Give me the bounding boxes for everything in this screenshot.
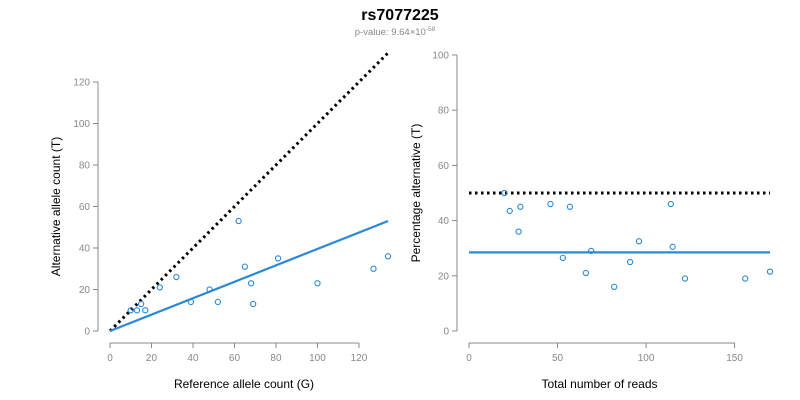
data-point (142, 307, 149, 314)
x-tick-label: 0 (466, 353, 472, 364)
y-tick-label: 60 (79, 202, 91, 213)
y-axis-label: Percentage alternative (T) (409, 124, 423, 263)
y-tick-label: 100 (432, 51, 449, 62)
x-axis-label: Total number of reads (541, 377, 657, 391)
data-point (669, 243, 676, 250)
data-point (133, 307, 141, 314)
y-tick-label: 20 (438, 271, 450, 282)
fit-line (109, 220, 389, 333)
y-tick-label: 80 (438, 106, 450, 117)
data-point (274, 255, 282, 262)
y-axis-label: Alternative allele count (T) (49, 137, 63, 276)
x-tick-label: 80 (270, 353, 282, 364)
x-tick-label: 100 (309, 353, 326, 364)
data-point (515, 228, 522, 235)
data-point (667, 200, 674, 208)
x-tick-label: 120 (351, 353, 368, 364)
p-value-exponent: -58 (426, 26, 436, 33)
chart-title: rs7077225 (361, 7, 439, 24)
data-point (235, 217, 242, 225)
data-point (582, 269, 590, 277)
x-tick-label: 60 (229, 353, 241, 364)
y-tick-label: 60 (438, 161, 450, 172)
data-point (187, 298, 195, 306)
data-point (635, 238, 643, 245)
data-point (681, 275, 689, 282)
x-tick-label: 150 (726, 353, 743, 364)
left-panel-allele-counts: 0 20 40 60 80 100 120 0 20 40 60 80 100 120 Reference … (49, 51, 392, 391)
x-tick-label: 20 (146, 353, 158, 364)
data-point (547, 200, 554, 208)
y-tick-label: 80 (79, 161, 91, 172)
data-point (241, 263, 249, 270)
y-tick-label: 20 (79, 285, 91, 296)
x-tick-label: 40 (187, 353, 199, 364)
data-point (214, 298, 222, 306)
y-tick-label: 0 (443, 327, 449, 338)
data-point (611, 283, 618, 290)
x-tick-label: 0 (107, 353, 113, 364)
data-point (559, 254, 566, 262)
data-point (742, 275, 749, 282)
data-point (249, 300, 257, 308)
data-point (626, 258, 634, 266)
data-point (247, 280, 255, 287)
data-point (588, 247, 595, 255)
data-point (501, 189, 508, 197)
y-tick-label: 120 (73, 78, 90, 89)
reference-line-dotted (108, 51, 390, 333)
y-tick-label: 0 (84, 327, 90, 338)
data-point (566, 203, 574, 210)
p-value-text: p-value: 9.64×10 (355, 27, 426, 38)
data-point (127, 307, 134, 314)
right-panel-percentage: 0 20 40 60 80 100 0 50 100 150 Total number of rea… (409, 51, 774, 391)
x-tick-label: 100 (638, 353, 655, 364)
data-point (370, 265, 377, 272)
chart-subtitle: p-value: 9.64×10-58 (355, 26, 436, 38)
data-point (156, 284, 163, 291)
data-point (766, 268, 774, 275)
data-point (506, 207, 513, 215)
data-point (173, 273, 180, 281)
y-tick-label: 40 (438, 216, 450, 227)
y-tick-label: 40 (79, 244, 91, 255)
x-tick-label: 50 (552, 353, 564, 364)
data-point (384, 253, 392, 260)
data-point (517, 203, 524, 210)
data-point (137, 300, 145, 308)
y-tick-label: 100 (73, 119, 90, 130)
data-point (314, 280, 321, 287)
x-axis-label: Reference allele count (G) (174, 377, 314, 391)
data-point (206, 286, 213, 293)
